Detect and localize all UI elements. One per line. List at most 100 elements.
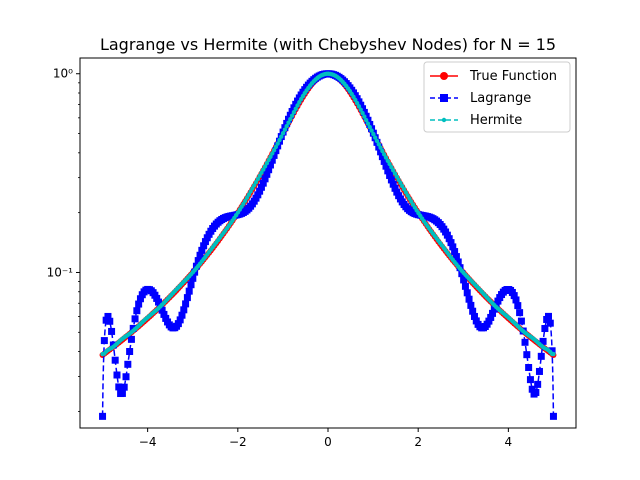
data-point: [200, 242, 208, 250]
data-point: [510, 292, 518, 300]
series-hermite: [100, 71, 556, 357]
legend-item: Lagrange: [430, 91, 531, 106]
axes-layer: −4 −2 0 2 4 10⁻¹ 10⁰: [47, 67, 513, 449]
data-point: [261, 175, 269, 183]
data-point: [122, 373, 130, 381]
data-point: [449, 243, 457, 251]
data-point: [381, 152, 387, 157]
data-point: [135, 300, 143, 308]
data-point: [280, 131, 286, 136]
data-point: [461, 282, 469, 290]
data-point: [160, 310, 168, 318]
data-point: [99, 412, 107, 420]
legend: True Function Lagrange Hermite: [423, 61, 571, 133]
data-point: [371, 131, 376, 137]
data-point: [372, 135, 378, 140]
data-point: [384, 167, 392, 175]
plot-series-layer: [99, 70, 557, 420]
y-tick-label: 10⁰: [53, 67, 73, 81]
data-point: [131, 315, 139, 323]
data-point: [463, 289, 471, 297]
data-point: [263, 170, 271, 178]
data-point: [544, 312, 552, 320]
data-point: [389, 180, 397, 188]
data-point: [360, 110, 365, 116]
data-point: [108, 327, 116, 335]
data-point: [523, 351, 531, 359]
data-point: [517, 317, 525, 325]
data-point: [367, 124, 372, 130]
data-point: [288, 116, 293, 122]
data-point: [487, 313, 495, 321]
data-point: [470, 312, 478, 320]
legend-item: Hermite: [430, 113, 522, 128]
data-point: [268, 154, 273, 159]
data-point: [127, 335, 135, 343]
data-point: [385, 158, 391, 164]
legend-marker: [440, 72, 448, 80]
y-tick-label: 10⁻¹: [47, 265, 74, 279]
data-point: [295, 103, 300, 108]
legend-label: Hermite: [470, 113, 522, 128]
data-point: [187, 281, 195, 289]
x-tick-label: 4: [505, 435, 513, 449]
data-point: [383, 155, 389, 160]
data-point: [189, 274, 197, 282]
data-point: [183, 294, 191, 302]
data-point: [282, 127, 288, 132]
data-point: [393, 188, 401, 196]
data-point: [387, 161, 392, 167]
data-point: [358, 107, 363, 112]
data-point: [124, 360, 132, 368]
data-point: [284, 123, 289, 129]
data-point: [369, 128, 374, 133]
data-point: [270, 151, 275, 156]
data-point: [265, 166, 273, 174]
data-point: [266, 157, 271, 163]
data-point: [133, 307, 141, 315]
data-point: [126, 347, 134, 355]
data-point: [374, 138, 380, 144]
data-point: [489, 309, 497, 317]
data-point: [514, 302, 522, 310]
data-point: [275, 141, 280, 146]
data-point: [113, 371, 121, 379]
data-point: [180, 306, 188, 314]
data-point: [549, 412, 557, 420]
data-point: [465, 295, 473, 303]
data-point: [118, 389, 126, 397]
data-point: [185, 287, 193, 295]
data-point: [490, 305, 498, 313]
data-point: [525, 364, 533, 372]
data-point: [451, 248, 459, 256]
data-point: [469, 307, 477, 315]
data-point: [378, 145, 383, 150]
x-tick-label: 2: [414, 435, 422, 449]
data-point: [111, 356, 119, 364]
data-point: [362, 114, 367, 119]
data-point: [516, 309, 524, 317]
data-point: [541, 325, 549, 333]
data-point: [266, 161, 274, 169]
data-point: [494, 297, 502, 305]
data-point: [198, 246, 206, 254]
data-point: [447, 239, 455, 247]
data-point: [256, 187, 264, 195]
data-point: [273, 144, 279, 150]
data-point: [380, 157, 388, 165]
data-point: [176, 316, 184, 324]
data-point: [254, 191, 262, 199]
data-point: [174, 320, 182, 328]
data-point: [387, 176, 395, 184]
data-point: [528, 385, 536, 393]
data-point: [363, 117, 369, 123]
series-lagrange: [99, 70, 557, 420]
legend-marker: [440, 94, 448, 102]
data-point: [289, 113, 295, 118]
data-point: [286, 120, 291, 125]
legend-items: True Function Lagrange Hermite: [430, 69, 557, 128]
data-point: [102, 316, 110, 324]
x-tick-label: 0: [324, 435, 332, 449]
x-tick-label: −2: [229, 435, 247, 449]
data-point: [120, 383, 128, 391]
